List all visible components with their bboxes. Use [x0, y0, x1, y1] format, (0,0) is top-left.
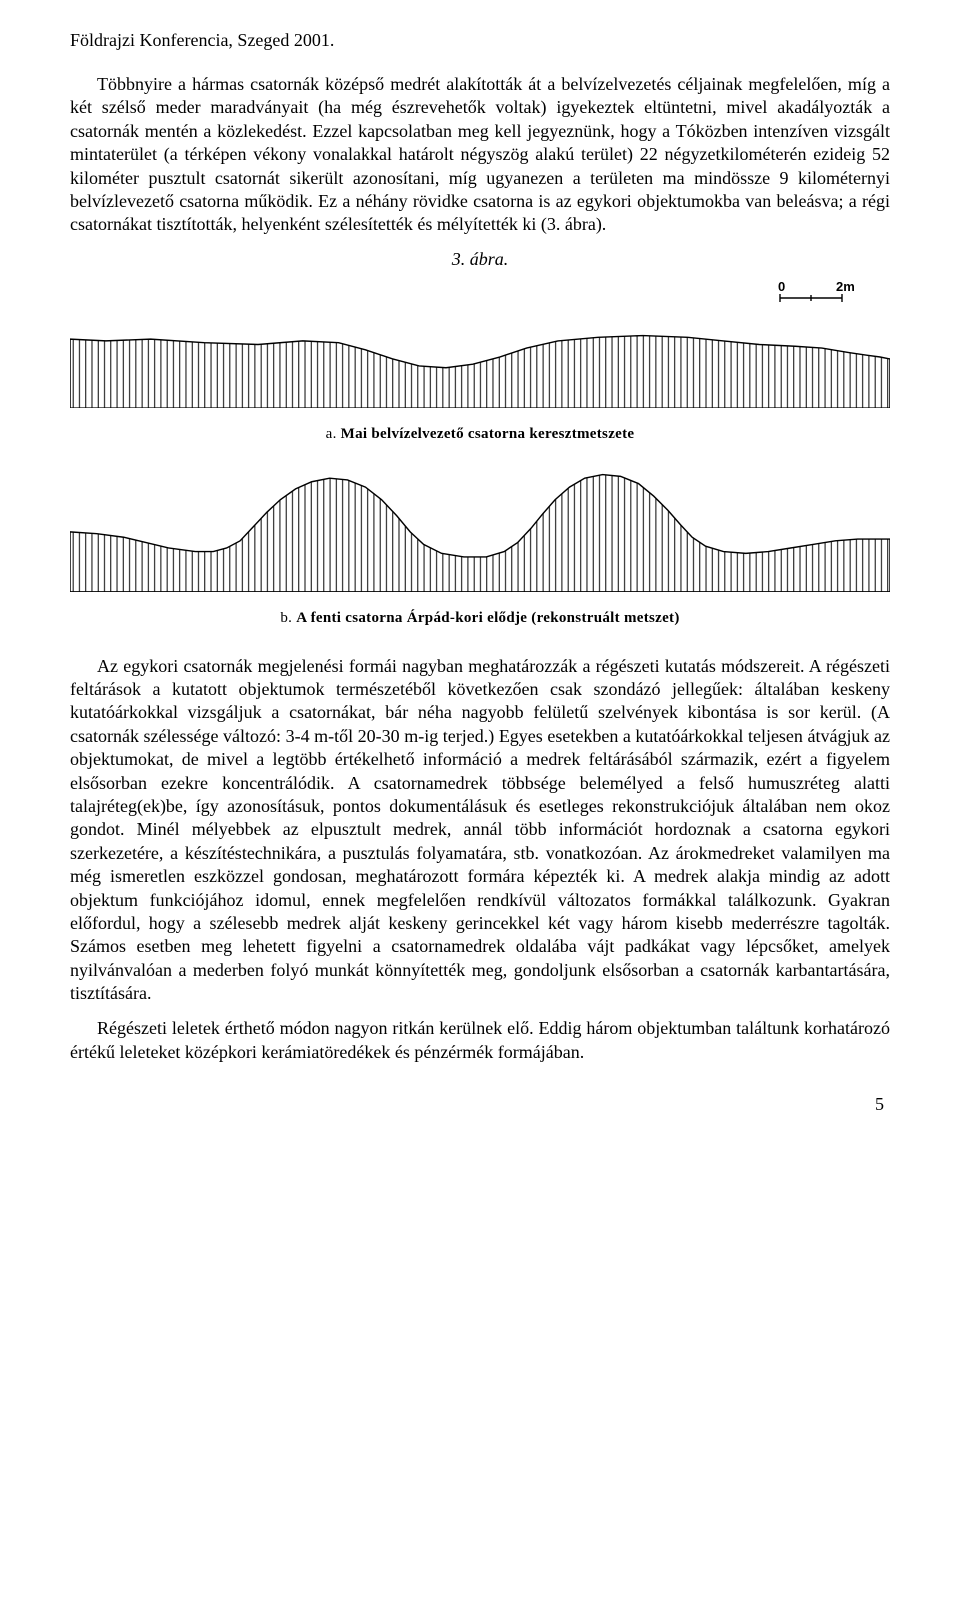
paragraph-3-text: Régészeti leletek érthető módon nagyon r…: [70, 1018, 890, 1061]
paragraph-1-text: Többnyire a hármas csatornák középső med…: [70, 74, 890, 234]
figure-caption-b: b.A fenti csatorna Árpád-kori elődje (re…: [70, 610, 890, 627]
figure-caption-a: a.Mai belvízelvezető csatorna keresztmet…: [70, 426, 890, 443]
paragraph-3: Régészeti leletek érthető módon nagyon r…: [70, 1017, 890, 1064]
paragraph-1: Többnyire a hármas csatornák középső med…: [70, 73, 890, 237]
caption-a-lead: a.: [326, 426, 337, 442]
caption-b-lead: b.: [280, 610, 292, 626]
cross-section-a: [70, 323, 890, 408]
profile-b-fill: [70, 474, 890, 591]
paragraph-2: Az egykori csatornák megjelenési formái …: [70, 655, 890, 1006]
figure-title: 3. ábra.: [70, 249, 890, 270]
paragraph-2-text: Az egykori csatornák megjelenési formái …: [70, 656, 890, 1003]
page-header: Földrajzi Konferencia, Szeged 2001.: [70, 30, 890, 51]
scale-left-label: 0: [778, 280, 785, 294]
profile-a-fill: [70, 335, 890, 408]
page-number: 5: [70, 1094, 890, 1115]
caption-b-text: A fenti csatorna Árpád-kori elődje (reko…: [296, 610, 679, 626]
cross-section-b: [70, 471, 890, 592]
figure-3: 0 2m a.Mai belvízelvezető csatorna keres…: [70, 280, 890, 627]
scale-bar: 0 2m: [70, 280, 890, 309]
caption-a-text: Mai belvízelvezető csatorna keresztmetsz…: [341, 426, 635, 442]
scale-right-label: 2m: [836, 280, 855, 294]
